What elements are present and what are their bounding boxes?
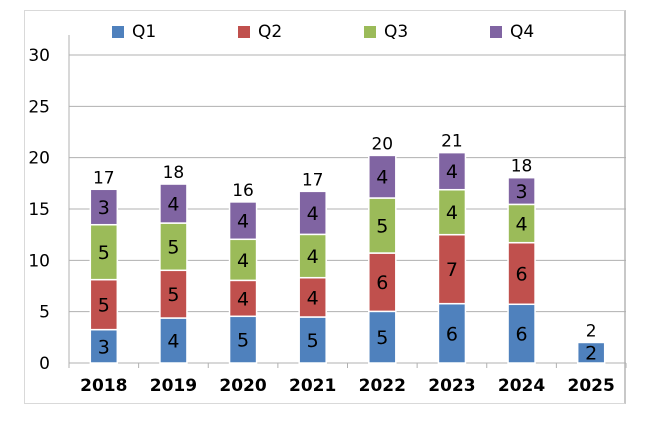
- bar-segment-q2-2018: [89, 278, 119, 331]
- bar-segment-q1-2018: [89, 328, 119, 364]
- data-label: 3: [516, 181, 528, 203]
- data-label: 4: [237, 288, 249, 310]
- data-label: 4: [307, 203, 319, 225]
- x-tick-label: 2021: [289, 376, 336, 396]
- bar-segment-q1-2022: [368, 310, 397, 364]
- data-label: 4: [376, 167, 388, 189]
- total-label: 16: [232, 181, 254, 201]
- bar-segment-q4-2021: [298, 190, 327, 236]
- total-label: 21: [441, 132, 463, 152]
- total-label: 18: [163, 163, 185, 183]
- data-label: 5: [376, 327, 388, 349]
- y-tick-label: 20: [28, 149, 50, 169]
- bar-segment-q3-2018: [89, 223, 119, 281]
- legend: Q1 Q2 Q3 Q4: [112, 22, 616, 42]
- bar-segment-q2-2019: [159, 269, 188, 319]
- y-tick-label: 15: [28, 200, 50, 220]
- total-label: 2: [586, 321, 597, 341]
- y-tick-label: 10: [28, 251, 50, 271]
- data-label: 6: [516, 263, 528, 285]
- bar-segment-q4-2018: [89, 188, 119, 226]
- data-label: 5: [307, 330, 319, 352]
- legend-item-q4: Q4: [490, 22, 616, 42]
- x-tick-label: 2025: [568, 376, 615, 396]
- legend-label: Q4: [510, 22, 535, 42]
- data-label: 3: [98, 197, 110, 219]
- data-label: 5: [237, 330, 249, 352]
- data-label: 4: [446, 161, 458, 183]
- x-tick-label: 2023: [428, 376, 475, 396]
- bar-segment-q3-2020: [228, 238, 258, 282]
- data-label: 5: [167, 237, 179, 259]
- total-label: 20: [371, 134, 393, 154]
- bar-segment-q3-2019: [159, 222, 188, 272]
- bar-segment-q4-2022: [368, 154, 397, 199]
- legend-label: Q1: [132, 22, 157, 42]
- legend-swatch-q3: [364, 26, 376, 38]
- data-label: 6: [516, 324, 528, 346]
- legend-label: Q3: [384, 22, 409, 42]
- legend-item-q2: Q2: [238, 22, 364, 42]
- legend-swatch-q1: [112, 26, 124, 38]
- data-label: 6: [376, 272, 388, 294]
- data-label: 4: [516, 214, 528, 236]
- x-tick-label: 2018: [80, 376, 127, 396]
- bar-segment-q2-2023: [437, 233, 467, 305]
- bar-segment-q4-2023: [437, 151, 467, 191]
- data-label: 4: [167, 194, 179, 216]
- y-tick-label: 5: [39, 303, 50, 323]
- legend-swatch-q2: [238, 26, 250, 38]
- y-tick-label: 25: [28, 97, 50, 117]
- x-tick-label: 2024: [498, 376, 545, 396]
- legend-item-q3: Q3: [364, 22, 490, 42]
- total-label: 17: [93, 168, 115, 188]
- x-tick-label: 2022: [359, 376, 406, 396]
- data-label: 7: [446, 259, 458, 281]
- bar-segment-q1-2019: [159, 317, 188, 364]
- data-label: 6: [446, 323, 458, 345]
- data-label: 2: [585, 343, 597, 365]
- data-label: 5: [167, 284, 179, 306]
- bar-segment-q4-2024: [507, 176, 536, 206]
- data-label: 4: [307, 246, 319, 268]
- data-label: 5: [98, 295, 110, 317]
- bar-segment-q4-2020: [228, 201, 258, 241]
- legend-swatch-q4: [490, 26, 502, 38]
- bar-segment-q1-2023: [437, 302, 467, 364]
- bar-segment-q1-2024: [507, 303, 536, 364]
- bar-segment-q4-2019: [159, 183, 188, 224]
- data-label: 4: [237, 250, 249, 272]
- data-label: 4: [167, 331, 179, 353]
- data-label: 4: [307, 287, 319, 309]
- legend-label: Q2: [258, 22, 283, 42]
- legend-item-q1: Q1: [112, 22, 238, 42]
- data-label: 4: [237, 211, 249, 233]
- y-tick-label: 0: [39, 354, 50, 374]
- x-tick-label: 2019: [150, 376, 197, 396]
- bar-segment-q2-2022: [368, 252, 397, 313]
- data-label: 5: [98, 242, 110, 264]
- y-tick-label: 30: [28, 46, 50, 66]
- total-label: 17: [302, 170, 324, 190]
- data-label: 3: [98, 336, 110, 358]
- bar-segment-q3-2023: [437, 188, 467, 236]
- bar-segment-q2-2024: [507, 241, 536, 306]
- chart-frame: [24, 10, 626, 404]
- bar-segment-q3-2024: [507, 203, 536, 244]
- data-label: 4: [446, 202, 458, 224]
- data-label: 5: [376, 216, 388, 238]
- total-label: 18: [511, 157, 533, 177]
- x-tick-label: 2020: [219, 376, 266, 396]
- bar-segment-q1-2025: [576, 341, 606, 364]
